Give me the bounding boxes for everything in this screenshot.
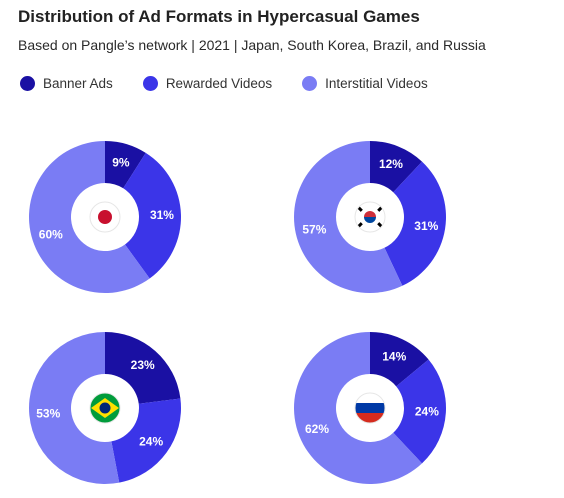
- donut-slice-russia-banner-ads: [370, 332, 429, 387]
- slice-label-japan-banner-ads: 9%: [112, 155, 130, 169]
- donut-chart-japan: 9% 31% 60%: [28, 141, 181, 293]
- slice-label-brazil-banner-ads: 23%: [131, 358, 155, 372]
- donut-slice-brazil-rewarded-videos: [111, 398, 181, 483]
- slice-label-south-korea-banner-ads: 12%: [379, 157, 403, 171]
- legend-label-rewarded-videos: Rewarded Videos: [165, 76, 273, 91]
- legend: Banner Ads Rewarded Videos Interstitial …: [20, 76, 458, 91]
- legend-item-rewarded-videos: Rewarded Videos: [142, 76, 273, 91]
- slice-label-russia-interstitial-videos: 62%: [305, 422, 329, 436]
- slice-label-russia-rewarded-videos: 24%: [415, 405, 439, 419]
- chart-subtitle: Based on Pangle’s network | 2021 | Japan…: [18, 37, 486, 53]
- slice-label-south-korea-rewarded-videos: 31%: [414, 219, 438, 233]
- donut-chart-south-korea: 12% 31% 57%: [294, 140, 446, 293]
- slice-label-south-korea-interstitial-videos: 57%: [302, 222, 326, 236]
- legend-item-banner-ads: Banner Ads: [20, 76, 113, 91]
- donut-slice-brazil-banner-ads: [105, 332, 181, 404]
- legend-label-interstitial-videos: Interstitial Videos: [325, 76, 428, 91]
- donut-chart-russia: 14% 24% 62%: [293, 332, 446, 484]
- slice-label-japan-rewarded-videos: 31%: [150, 208, 174, 222]
- donut-slice-south-korea-banner-ads: [370, 141, 423, 193]
- slice-label-brazil-rewarded-videos: 24%: [139, 435, 163, 449]
- donut-slice-south-korea-rewarded-videos: [384, 161, 446, 286]
- slice-label-brazil-interstitial-videos: 53%: [36, 406, 60, 420]
- chart-title: Distribution of Ad Formats in Hypercasua…: [18, 7, 420, 26]
- japan-flag-icon: [89, 201, 121, 233]
- donut-slice-japan-interstitial-videos: [28, 141, 150, 293]
- donut-slice-japan-rewarded-videos: [123, 152, 181, 279]
- donut-slice-japan-banner-ads: [105, 141, 146, 189]
- legend-swatch-banner-ads: [20, 76, 35, 91]
- south-korea-flag-icon: [354, 201, 386, 233]
- donut-slice-south-korea-interstitial-videos: [294, 140, 403, 293]
- donut-slice-russia-interstitial-videos: [293, 332, 423, 484]
- donut-slice-brazil-interstitial-videos: [29, 332, 120, 484]
- legend-label-banner-ads: Banner Ads: [43, 76, 113, 91]
- slice-label-japan-interstitial-videos: 60%: [39, 228, 63, 242]
- donut-chart-brazil: 23% 24% 53%: [29, 332, 181, 484]
- slice-label-russia-banner-ads: 14%: [382, 349, 406, 363]
- russia-flag-icon: [354, 392, 386, 424]
- legend-swatch-rewarded-videos: [142, 76, 158, 91]
- donut-slice-russia-rewarded-videos: [393, 359, 446, 464]
- legend-swatch-interstitial-videos: [302, 76, 318, 91]
- legend-item-interstitial-videos: Interstitial Videos: [302, 76, 428, 91]
- brazil-flag-icon: [89, 392, 121, 424]
